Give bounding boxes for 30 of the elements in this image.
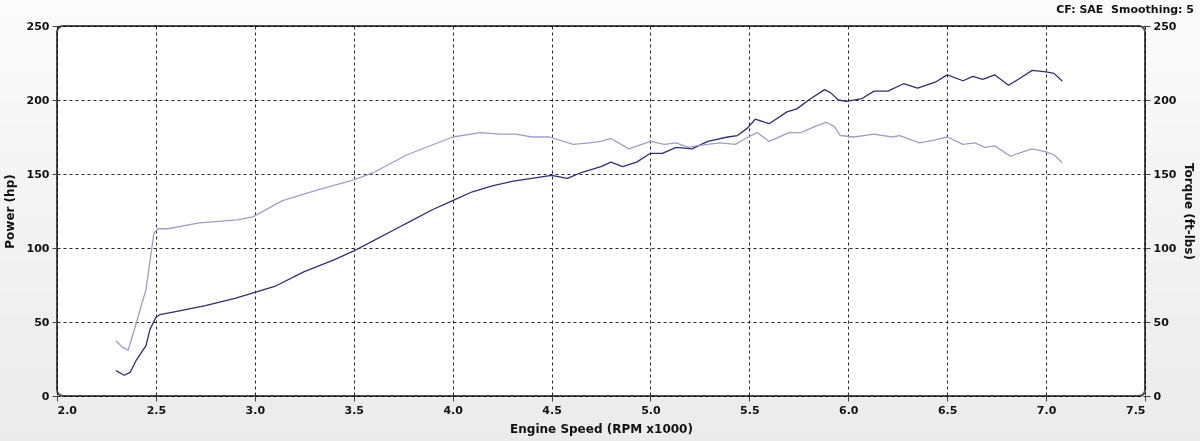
x-axis-title: Engine Speed (RPM x1000) xyxy=(510,421,693,436)
y-tick-label: 0 xyxy=(41,389,50,403)
x-tick-label: 2.0 xyxy=(57,403,78,417)
y-tick-label: 250 xyxy=(26,19,50,33)
x-tick-label: 4.0 xyxy=(443,403,464,417)
y2-tick-label: 150 xyxy=(1153,167,1177,181)
x-tick-label: 6.0 xyxy=(839,403,859,417)
x-tick-label: 4.5 xyxy=(542,403,562,417)
y2-tick-label: 50 xyxy=(1153,315,1170,329)
y2-tick-label: 0 xyxy=(1153,389,1162,403)
x-tick-label: 7.5 xyxy=(1126,403,1146,417)
x-tick-label: 5.0 xyxy=(641,403,662,417)
x-tick-label: 5.5 xyxy=(740,403,760,417)
y-tick-label: 200 xyxy=(26,93,50,107)
y2-axis-title: Torque (ft-lbs) xyxy=(1182,163,1197,260)
y2-tick-label: 100 xyxy=(1153,241,1177,255)
line-series xyxy=(115,121,1063,351)
line-series xyxy=(115,69,1063,376)
x-tick-label: 3.0 xyxy=(245,403,266,417)
y-tick-label: 50 xyxy=(34,315,50,329)
x-tick-label: 6.5 xyxy=(937,403,958,417)
y-axis-title: Power (hp) xyxy=(2,174,17,249)
text: CF: SAE Smoothing: 5 xyxy=(1056,3,1194,16)
x-tick-label: 3.5 xyxy=(344,403,364,417)
x-tick-label: 2.5 xyxy=(146,403,167,417)
y2-tick-label: 200 xyxy=(1153,93,1177,107)
y-tick-label: 150 xyxy=(26,167,50,181)
y-tick-label: 100 xyxy=(26,241,50,255)
y2-tick-label: 250 xyxy=(1153,19,1177,33)
x-tick-label: 7.0 xyxy=(1036,403,1057,417)
